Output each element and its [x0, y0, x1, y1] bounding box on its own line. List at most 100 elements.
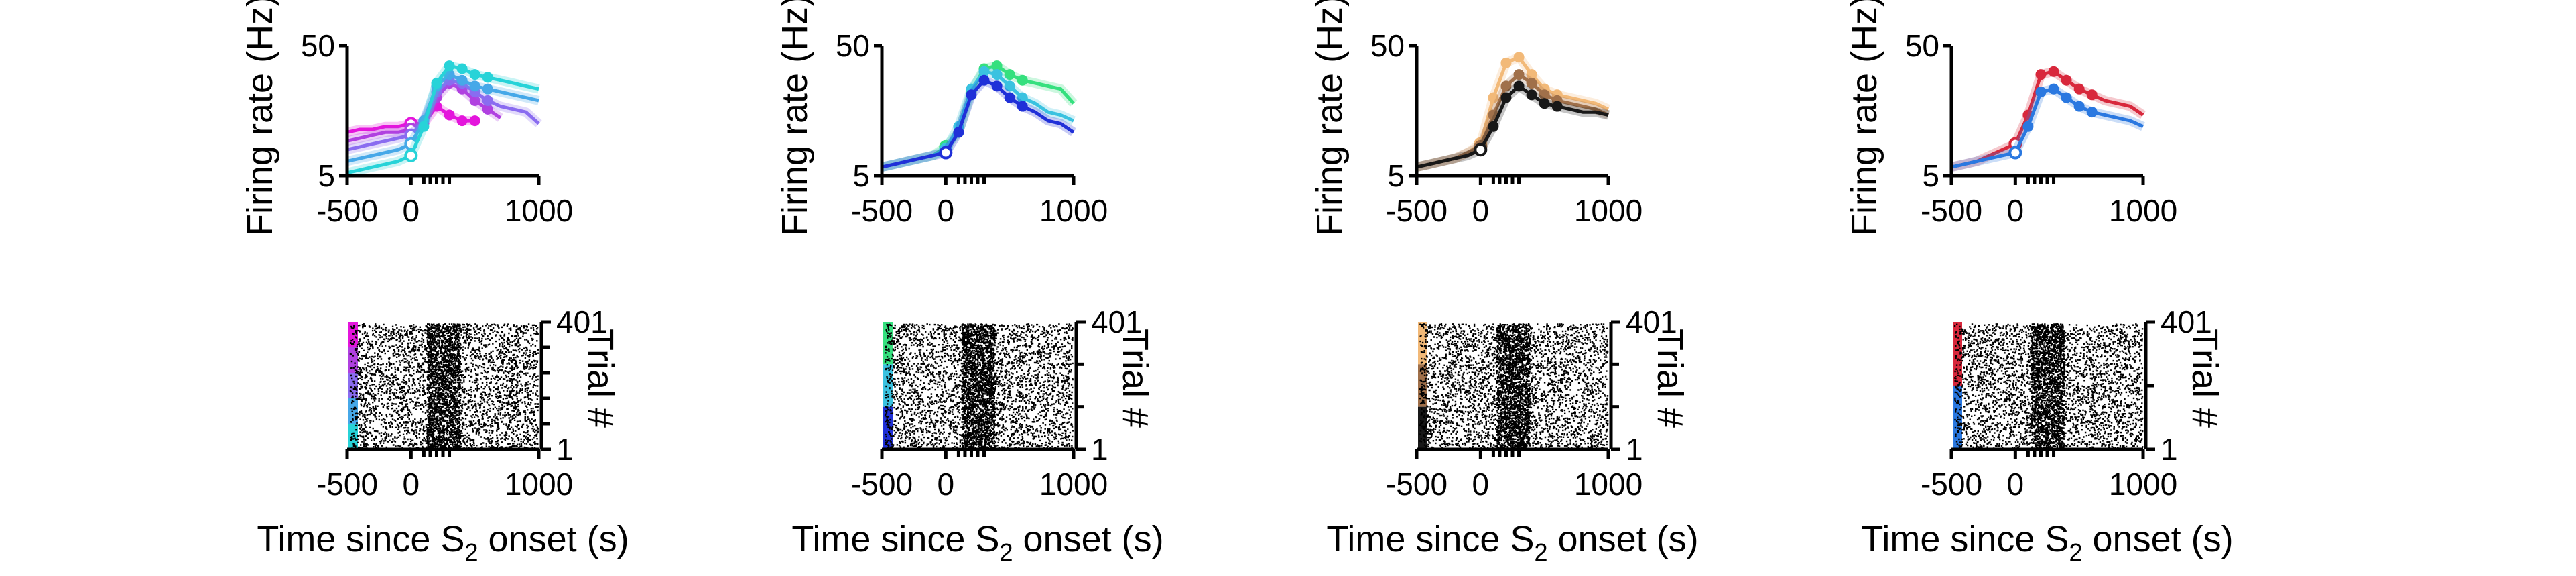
xlabel-main: Time since S	[257, 519, 464, 559]
x-tick-label: 1000	[505, 193, 573, 228]
data-point	[482, 72, 493, 83]
y-tick-label: 5	[1387, 158, 1405, 193]
data-point	[1500, 92, 1512, 103]
data-point	[469, 95, 480, 106]
data-point	[1513, 69, 1525, 80]
data-point	[2061, 74, 2072, 86]
onset-marker	[1474, 143, 1488, 157]
data-point	[953, 127, 964, 138]
raster-x-tick-label: 1000	[2109, 467, 2177, 502]
data-point	[991, 60, 1003, 72]
data-point	[1004, 80, 1015, 92]
raster-y-axis-title: Trial #	[580, 329, 621, 428]
data-point	[469, 69, 480, 80]
xlabel-tail: onset (s)	[1548, 519, 1699, 559]
spike-dots	[349, 323, 539, 450]
onset-marker	[2008, 146, 2022, 160]
spike-dots	[1953, 323, 2144, 450]
data-point	[1004, 92, 1015, 103]
y-axis-title: Firing rate (Hz)	[1844, 0, 1884, 236]
y-tick-label: 50	[1905, 28, 1939, 63]
raster-y-axis-title: Trial #	[2185, 329, 2225, 428]
xlabel-main: Time since S	[1326, 519, 1534, 559]
raster-x-tick-label: -500	[851, 467, 913, 502]
data-point	[1513, 52, 1525, 63]
series-line	[1416, 84, 1609, 169]
psth-chart	[881, 60, 1078, 172]
y-axis-title: Firing rate (Hz)	[1309, 0, 1350, 236]
psth-chart	[346, 60, 542, 178]
data-point	[1488, 92, 1499, 103]
data-point	[1513, 80, 1525, 92]
data-point	[456, 115, 468, 127]
data-point	[444, 109, 455, 121]
series-band	[881, 75, 1076, 172]
raster-x-axis-title: Time since S2 onset (s)	[1326, 519, 1698, 566]
raster-x-axis-title: Time since S2 onset (s)	[1861, 519, 2233, 566]
xlabel-tail: onset (s)	[478, 519, 629, 559]
xlabel-subscript: 2	[1534, 538, 1547, 566]
raster-x-tick-label: -500	[1921, 467, 1982, 502]
data-point	[978, 66, 990, 77]
y-tick-label: 50	[301, 28, 335, 63]
x-tick-label: 0	[938, 193, 955, 228]
data-point	[966, 89, 977, 101]
y-tick-label: 5	[852, 158, 870, 193]
xlabel-subscript: 2	[464, 538, 478, 566]
data-point	[456, 74, 468, 86]
data-point	[1526, 89, 1537, 101]
x-tick-label: 1000	[1039, 193, 1108, 228]
xlabel-subscript: 2	[999, 538, 1013, 566]
x-tick-label: -500	[1386, 193, 1447, 228]
raster-y-tick-label: 1	[1626, 432, 1643, 467]
raster-x-axis-title: Time since S2 onset (s)	[791, 519, 1163, 566]
data-point	[1526, 69, 1537, 80]
x-tick-label: -500	[851, 193, 913, 228]
raster-plot	[1418, 322, 1609, 450]
x-tick-label: 1000	[2109, 193, 2177, 228]
y-tick-label: 50	[836, 28, 870, 63]
data-point	[1017, 92, 1028, 103]
psth-chart	[1415, 52, 1610, 172]
raster-y-tick-label: 401	[1091, 304, 1143, 339]
data-point	[991, 69, 1003, 80]
xlabel-tail: onset (s)	[1013, 519, 1164, 559]
spike-dots	[884, 323, 1074, 450]
data-point	[978, 74, 990, 86]
xlabel-main: Time since S	[1861, 519, 2069, 559]
y-tick-label: 5	[318, 158, 335, 193]
raster-x-tick-label: 1000	[1574, 467, 1643, 502]
series-line	[346, 64, 539, 175]
data-point	[1500, 57, 1512, 68]
y-axis-title: Firing rate (Hz)	[240, 0, 280, 236]
onset-marker	[939, 146, 953, 160]
raster-y-tick-label: 1	[556, 432, 574, 467]
xlabel-tail: onset (s)	[2083, 519, 2234, 559]
raster-x-tick-label: 0	[1472, 467, 1490, 502]
data-point	[2048, 66, 2059, 77]
data-point	[456, 63, 468, 74]
data-point	[482, 103, 493, 115]
x-tick-label: -500	[316, 193, 378, 228]
psth-chart	[1950, 66, 2146, 172]
data-point	[1017, 101, 1028, 112]
raster-x-tick-label: -500	[1386, 467, 1447, 502]
data-point	[2086, 107, 2098, 118]
series-line	[346, 72, 539, 163]
data-point	[2048, 83, 2059, 95]
data-point	[2022, 121, 2034, 132]
raster-x-tick-label: -500	[316, 467, 378, 502]
data-point	[1526, 78, 1537, 89]
data-point	[444, 60, 455, 72]
raster-y-tick-label: 401	[1626, 304, 1677, 339]
data-point	[431, 78, 442, 89]
data-point	[2086, 89, 2098, 101]
x-tick-label: 0	[403, 193, 420, 228]
xlabel-subscript: 2	[2069, 538, 2082, 566]
raster-x-tick-label: 1000	[505, 467, 573, 502]
data-point	[1488, 121, 1499, 132]
raster-plot	[348, 322, 539, 450]
raster-x-tick-label: 0	[403, 467, 420, 502]
